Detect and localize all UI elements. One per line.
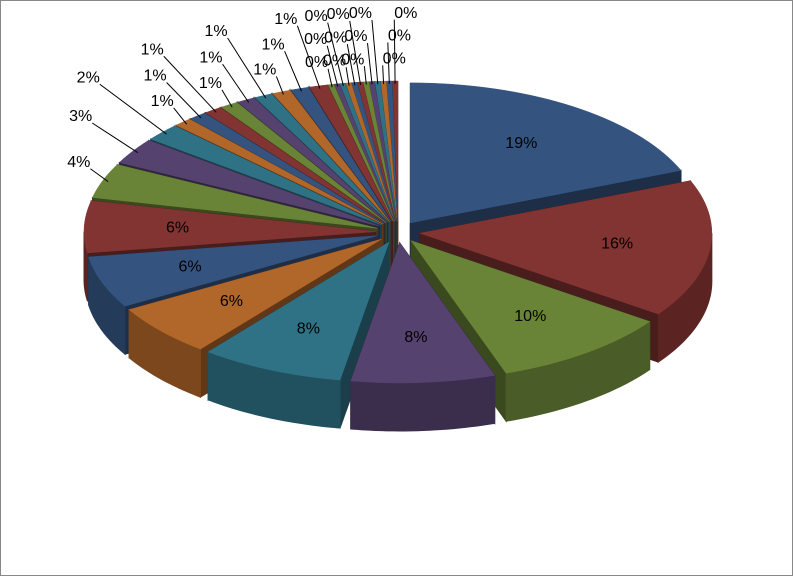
data-label: 1% — [141, 41, 164, 58]
data-label: 6% — [179, 259, 202, 276]
data-label: 1% — [253, 62, 276, 79]
slice — [128, 238, 382, 350]
leader-line — [346, 44, 356, 86]
data-label: 0% — [327, 6, 350, 23]
data-label: 8% — [404, 329, 427, 346]
data-label: 0% — [394, 5, 417, 22]
leader-line — [166, 82, 202, 119]
data-label: 2% — [77, 69, 100, 86]
leader-line — [173, 107, 188, 125]
data-label: 1% — [143, 68, 166, 85]
data-label: 1% — [261, 36, 284, 53]
slice — [207, 241, 390, 381]
slice — [410, 82, 682, 224]
data-label: 6% — [166, 220, 189, 237]
data-label: 10% — [514, 308, 546, 325]
slice — [92, 164, 378, 229]
slice — [410, 240, 651, 374]
slice — [189, 112, 385, 224]
slice — [290, 87, 392, 222]
leader-line — [227, 37, 267, 99]
leader-line — [345, 67, 350, 86]
data-label: 19% — [505, 135, 537, 152]
slice — [237, 97, 388, 223]
data-label: 1% — [151, 93, 174, 110]
slice — [272, 89, 391, 222]
slice-wall — [350, 374, 496, 432]
slice — [118, 140, 380, 227]
leader-line — [99, 83, 167, 135]
data-label: 0% — [344, 28, 367, 45]
leader-line — [296, 25, 321, 89]
slice — [254, 93, 389, 223]
slice — [327, 83, 394, 222]
leader-line — [387, 42, 390, 84]
slice — [350, 242, 496, 384]
leader-line — [221, 89, 233, 108]
leader-line — [163, 55, 217, 113]
data-label: 0% — [324, 29, 347, 46]
pie — [83, 80, 713, 432]
data-label: 8% — [297, 320, 320, 337]
data-label: 0% — [349, 5, 372, 22]
leader-line — [327, 68, 333, 88]
slice — [83, 200, 377, 254]
leader-line — [284, 50, 302, 92]
data-label: 1% — [199, 49, 222, 66]
slice — [204, 107, 386, 224]
data-label: 0% — [305, 8, 328, 25]
data-label: 0% — [341, 51, 364, 68]
data-label: 0% — [388, 28, 411, 45]
leader-line — [393, 19, 396, 84]
slice — [175, 118, 384, 225]
data-label: 1% — [199, 75, 222, 92]
leader-line — [327, 22, 344, 87]
leader-line — [275, 76, 284, 95]
data-label: 0% — [304, 31, 327, 48]
leader-line — [371, 19, 379, 85]
leader-line — [222, 63, 250, 103]
slice — [418, 180, 713, 315]
data-label: 0% — [305, 54, 328, 71]
data-label: 1% — [274, 11, 297, 28]
leader-line — [382, 65, 385, 84]
leader-line — [326, 45, 339, 87]
data-label: 1% — [204, 23, 227, 40]
data-label: 0% — [323, 52, 346, 69]
leader-line — [363, 65, 367, 85]
leader-line — [90, 168, 109, 183]
slice — [220, 102, 387, 223]
leader-line — [91, 122, 139, 154]
data-label: 6% — [220, 293, 243, 310]
leader-line — [367, 42, 373, 85]
slice — [150, 125, 382, 225]
data-label: 4% — [67, 154, 90, 171]
data-label: 16% — [601, 235, 633, 252]
slice — [88, 235, 378, 307]
data-label: 3% — [69, 108, 92, 125]
leader-line — [349, 20, 362, 85]
